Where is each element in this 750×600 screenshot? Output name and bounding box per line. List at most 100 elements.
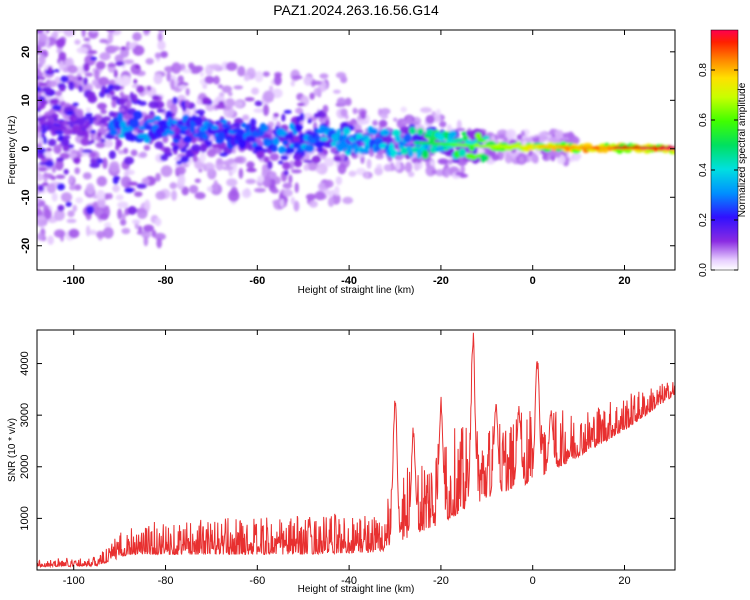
spectrogram-cell — [344, 97, 352, 107]
spectrogram-cell — [47, 138, 57, 147]
spectrogram-cell — [330, 141, 337, 147]
spectrogram-cell — [107, 31, 114, 44]
spectrogram-cell — [195, 65, 204, 72]
spectrogram-cell — [184, 99, 190, 109]
snr-x-ticks: -100 -80 -60 -40 -20 0 20 — [63, 330, 631, 587]
snr-panel: -100 -80 -60 -40 -20 0 20 1000 2000 3000 4000 Hei… — [7, 329, 676, 595]
spectrogram-cell — [306, 161, 319, 171]
spectrogram-cell — [123, 147, 129, 154]
spectrogram-cell — [352, 107, 358, 115]
spectrogram-cell — [293, 159, 303, 168]
spectrogram-cell — [191, 144, 201, 152]
spectrogram-cell — [354, 129, 364, 134]
spectrogram-cell — [75, 117, 86, 125]
spectrogram-cell — [109, 129, 118, 136]
spectrogram-cell — [148, 18, 157, 25]
spectrogram-cell — [443, 167, 450, 178]
x-tick-label: 20 — [618, 575, 630, 587]
spectrogram-cell — [653, 146, 661, 151]
spectrogram-cell — [411, 128, 417, 135]
colorbar: 0.0 0.2 0.4 0.6 0.8 Normalized spectral ampl… — [698, 29, 748, 277]
spectrogram-cell — [253, 108, 265, 113]
spectrogram-cell — [75, 197, 84, 204]
spectrogram-cell — [325, 119, 330, 126]
spectrogram-cell — [41, 182, 49, 187]
spectrogram-cell — [34, 14, 41, 23]
spectrogram-cell — [132, 93, 138, 103]
spectrogram-cell — [233, 85, 244, 90]
spectrogram-cell — [322, 104, 329, 114]
spectrogram-cell — [51, 113, 59, 119]
spectrogram-y-label: Frequency (Hz) — [7, 116, 18, 185]
spectrogram-cell — [663, 147, 674, 151]
y-tick-label: -20 — [20, 238, 32, 254]
spectrogram-cell — [99, 119, 107, 125]
spectrogram-cell — [246, 161, 255, 169]
x-tick-label: -100 — [63, 275, 85, 287]
colorbar-tick-label: 0.4 — [698, 163, 709, 177]
spectrogram-cell — [324, 179, 334, 188]
spectrogram-cell — [67, 64, 78, 74]
spectrogram-cell — [87, 50, 98, 55]
spectrogram-cell — [37, 197, 42, 203]
spectrogram-cell — [303, 159, 313, 163]
spectrogram-cell — [254, 100, 263, 107]
spectrogram-cell — [226, 178, 238, 187]
spectrogram-cell — [271, 88, 283, 99]
spectrogram-cell — [282, 189, 293, 197]
spectrogram-cell — [437, 158, 449, 165]
y-tick-label: 2000 — [19, 455, 31, 479]
spectrogram-cell — [307, 118, 312, 124]
spectrogram-cell — [42, 173, 54, 178]
spectrogram-cell — [155, 172, 161, 182]
spectrogram-cell — [37, 232, 44, 241]
spectrogram-cell — [121, 94, 130, 99]
spectrogram-cell — [447, 159, 453, 165]
spectrogram-cell — [115, 61, 125, 67]
y-tick-label: 3000 — [19, 403, 31, 427]
spectrogram-cell — [219, 152, 228, 157]
spectrogram-cell — [55, 159, 64, 171]
spectrogram-cell — [562, 132, 575, 138]
spectrogram-cell — [110, 95, 119, 101]
spectrogram-cell — [57, 204, 65, 212]
spectrogram-cell — [411, 133, 422, 143]
spectrogram-cell — [210, 125, 219, 130]
spectrogram-cell — [37, 167, 48, 172]
spectrogram-cell — [400, 147, 409, 155]
spectrogram-cell — [60, 137, 70, 147]
spectrogram-cell — [357, 119, 368, 125]
spectrogram-cell — [335, 129, 342, 137]
spectrogram-cell — [55, 38, 66, 48]
spectrogram-cell — [291, 75, 303, 80]
spectrogram-cell — [225, 61, 238, 71]
spectrogram-cell — [446, 124, 452, 133]
spectrogram-cell — [439, 120, 447, 128]
spectrogram-cell — [103, 222, 112, 229]
spectrogram-cell — [323, 157, 335, 167]
spectrogram-cell — [202, 132, 208, 140]
spectrogram-cell — [51, 165, 57, 173]
spectrogram-cell — [333, 155, 343, 162]
spectrogram-cell — [194, 116, 204, 126]
spectrogram-cell — [79, 124, 90, 129]
spectrogram-cell — [217, 131, 226, 141]
spectrogram-cell — [113, 69, 118, 79]
spectrogram-cell — [516, 134, 523, 141]
spectrogram-cell — [45, 160, 54, 168]
spectrogram-cell — [376, 164, 383, 169]
spectrogram-cell — [369, 127, 379, 135]
spectrogram-cell — [242, 114, 250, 121]
spectrogram-cell — [117, 208, 123, 220]
spectrogram-cell — [332, 193, 341, 205]
spectrogram-cell — [327, 197, 335, 207]
spectrogram-cell — [46, 147, 52, 152]
spectrogram-cell — [204, 75, 215, 84]
spectrogram-cell — [254, 187, 266, 193]
spectrogram-cell — [221, 165, 234, 171]
spectrogram-cell — [282, 182, 293, 189]
spectrogram-cell — [294, 123, 303, 133]
spectrogram-cell — [66, 110, 75, 116]
snr-y-label: SNR (10 * v/v) — [7, 418, 18, 482]
